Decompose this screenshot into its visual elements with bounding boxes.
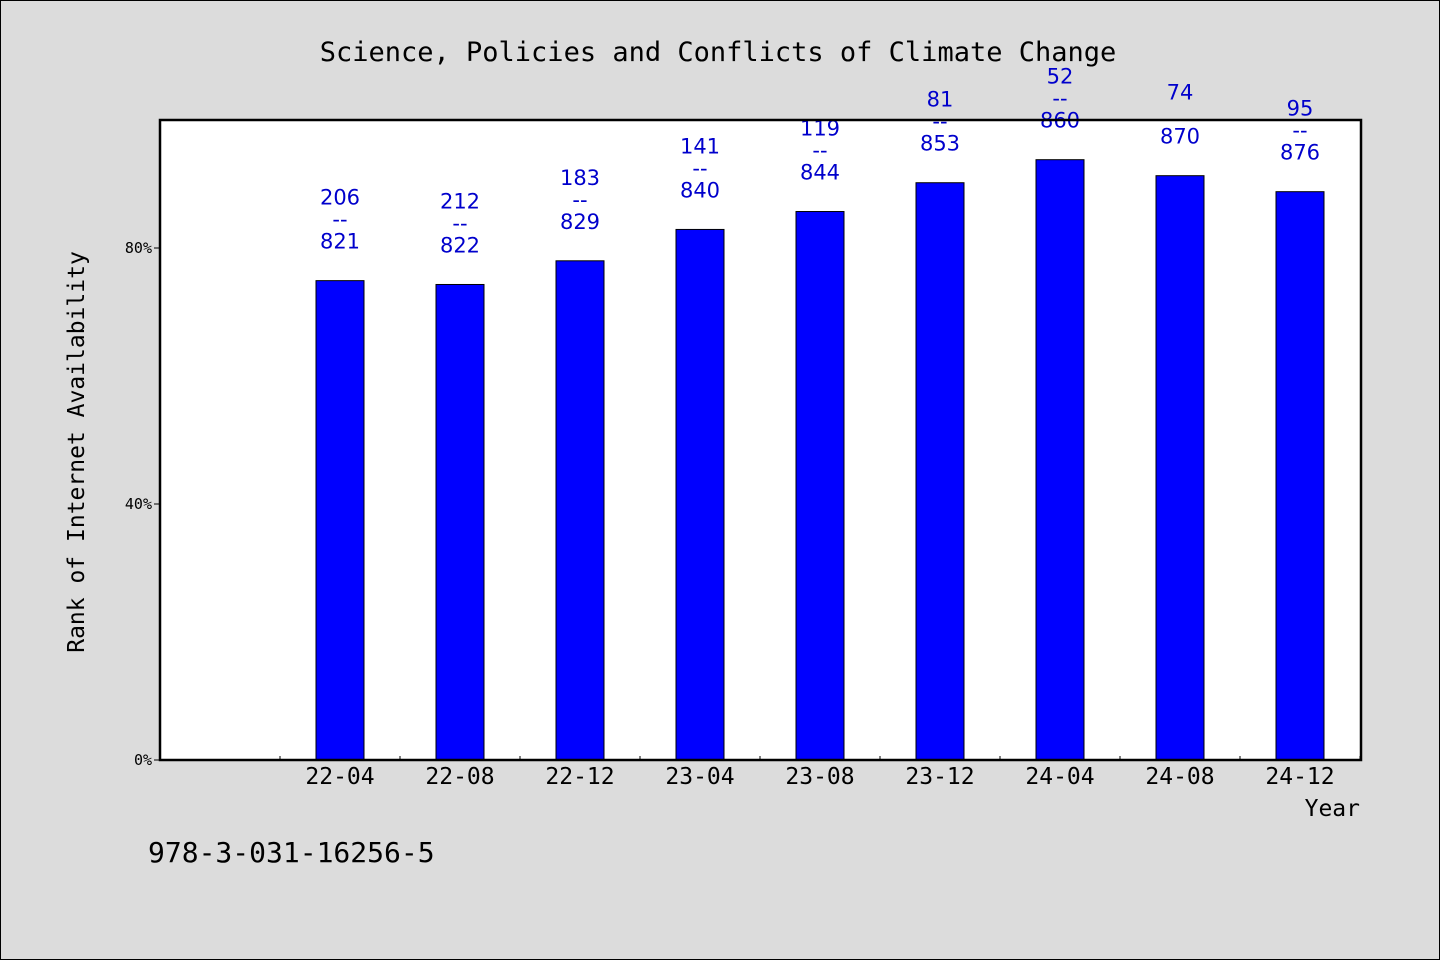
data-label: --	[452, 211, 467, 235]
data-label: 829	[560, 210, 600, 234]
data-label: 844	[800, 161, 840, 185]
x-tick-label: 23-04	[665, 764, 734, 790]
data-label: 141	[680, 134, 720, 158]
plot-border	[158, 118, 1363, 762]
data-label: 853	[920, 132, 960, 156]
data-label: 876	[1280, 141, 1320, 165]
data-label: 52	[1047, 65, 1074, 89]
x-tick-group: 22-04 22-08 22-12 23-04 23-08 23-12 24-04 24-08…	[279, 756, 1361, 790]
bar	[675, 228, 725, 761]
data-label: --	[812, 139, 827, 163]
data-label: 822	[440, 233, 480, 257]
data-label-group: 206--821212--822183--829141--840119--844…	[320, 65, 1320, 258]
x-tick-label: 23-08	[785, 764, 854, 790]
data-label: 821	[320, 230, 360, 254]
data-label: --	[1292, 119, 1307, 143]
x-tick-label: 22-08	[425, 764, 494, 790]
data-label: --	[332, 208, 347, 232]
data-label: 206	[320, 186, 360, 210]
bar	[1155, 175, 1205, 761]
x-axis-label: Year	[1305, 796, 1360, 822]
bar	[795, 211, 845, 761]
bar	[315, 280, 365, 761]
data-label: 81	[927, 88, 954, 112]
y-tick-label: 80%	[125, 239, 152, 257]
x-tick-label: 24-08	[1145, 764, 1214, 790]
bar	[555, 260, 605, 761]
y-tick-group: 0% 40% 80%	[125, 239, 160, 769]
data-label: 183	[560, 166, 600, 190]
bar	[915, 182, 965, 761]
bar	[1275, 191, 1325, 761]
data-label: 212	[440, 189, 480, 213]
bar-group	[315, 159, 1325, 761]
y-tick-label: 0%	[134, 751, 152, 769]
y-axis-label: Rank of Internet Availability	[64, 251, 90, 653]
data-label: 870	[1160, 125, 1200, 149]
isbn-footer: 978-3-031-16256-5	[148, 836, 435, 869]
data-label: 95	[1287, 97, 1314, 121]
data-label: --	[572, 188, 587, 212]
data-label: --	[1052, 87, 1067, 111]
bar	[435, 283, 485, 761]
bar	[1035, 159, 1085, 761]
x-tick-label: 22-12	[545, 764, 614, 790]
chart-title: Science, Policies and Conflicts of Clima…	[320, 37, 1117, 68]
x-tick-label: 24-12	[1265, 764, 1334, 790]
data-label: --	[932, 110, 947, 134]
x-tick-label: 24-04	[1025, 764, 1094, 790]
data-label: 840	[680, 178, 720, 202]
x-tick-label: 23-12	[905, 764, 974, 790]
x-tick-label: 22-04	[305, 764, 374, 790]
data-label: 74	[1167, 81, 1194, 105]
y-tick-label: 40%	[125, 495, 152, 513]
data-label: --	[692, 156, 707, 180]
